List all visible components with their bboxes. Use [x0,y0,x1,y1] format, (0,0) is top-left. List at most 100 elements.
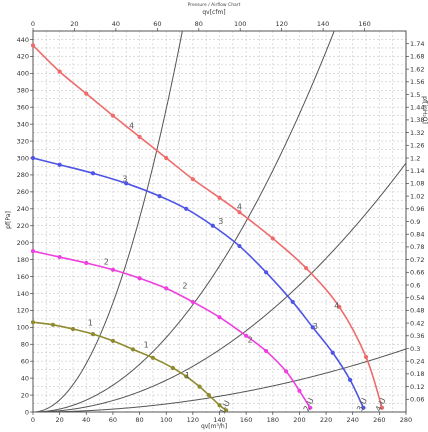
y2-tick-label: 0.06 [410,396,424,404]
data-point [347,377,353,382]
operating-point-label: 1 [144,341,149,350]
y2-tick-label: 1.38 [410,116,424,124]
data-point [170,365,175,371]
data-point [90,171,96,176]
y2-tick-label: 1.2 [410,154,420,162]
x2-tick-label: 160 [358,20,370,28]
data-point [297,388,302,393]
operating-point-label: 3 [313,322,318,331]
data-point [217,403,222,408]
system-curve-line [33,162,406,412]
y2-tick-label: 1.32 [410,129,424,137]
x-tick-label: 40 [82,416,90,424]
data-point [124,181,129,186]
operating-point-label: 4 [129,121,134,130]
y-tick-label: 420 [17,53,29,61]
y2-tick-label: 0.3 [410,345,420,353]
data-point [50,322,56,327]
operating-point-label: 4 [237,203,242,212]
x-tick-label: 180 [267,416,279,424]
y2-tick-label: 1.68 [410,53,424,61]
y2-axis-label: pf[inH₂O] [421,96,428,124]
x2-tick-label: 100 [234,20,246,28]
data-point [30,43,36,48]
data-point [70,326,76,332]
x2-axis-label: qv[cfm] [202,9,225,16]
y2-tick-label: 0.12 [410,383,424,391]
x2-tick-label: 140 [317,20,329,28]
data-point [130,347,136,352]
data-point [137,134,142,139]
data-point [310,325,315,330]
y-tick-label: 100 [17,324,29,332]
y2-tick-label: 1.14 [410,167,424,175]
y2-tick-label: 1.44 [410,104,424,112]
y2-tick-label: 1.26 [410,142,424,150]
x-tick-label: 200 [293,416,305,424]
x2-tick-label: 40 [112,20,120,28]
y-tick-label: 220 [17,222,29,230]
operating-point-label: 3 [218,217,223,226]
y-tick-label: 160 [17,273,29,281]
x-tick-label: 80 [135,416,143,424]
operating-point-label: 4 [334,302,339,311]
data-point [361,405,366,410]
x-tick-label: 120 [187,416,199,424]
y2-tick-label: 0.96 [410,205,424,213]
data-point [137,276,142,281]
x2-tick-label: 60 [153,20,161,28]
x-tick-label: 140 [213,416,225,424]
data-point [84,260,89,266]
y-tick-label: 300 [17,154,29,162]
data-point [224,408,229,413]
y2-tick-label: 0.9 [410,218,420,226]
y-tick-label: 380 [17,87,29,95]
data-point [164,155,169,161]
data-point [290,299,295,305]
fan-curve-line [33,157,365,409]
y-tick-label: 0 [25,408,29,416]
y2-tick-label: 0.72 [410,256,424,264]
operating-point-label: 2 [182,281,187,290]
data-point [237,243,242,249]
data-point [197,384,202,389]
y-tick-label: 140 [17,290,29,298]
operating-point-label: 1 [185,371,190,380]
data-point [244,333,249,338]
data-point [110,113,116,118]
y2-tick-label: 0.42 [410,319,424,327]
x-axis-label: qv[m³/h] [201,423,227,430]
operating-point-label: 2 [104,258,109,267]
data-point [190,299,195,305]
y2-tick-label: 1.5 [410,91,420,99]
data-point [184,374,189,379]
x2-tick-label: 80 [195,20,203,28]
x-tick-label: 260 [373,416,385,424]
data-point [110,267,116,272]
data-point [217,315,222,320]
x2-tick-label: 0 [31,20,35,28]
y2-tick-label: 0.78 [410,243,424,251]
data-point [150,355,155,360]
y-tick-label: 280 [17,171,29,179]
y2-tick-label: 0.24 [410,358,424,366]
data-point [164,286,169,291]
data-point [210,223,215,228]
chart-title: Pressure / Airflow Chart [188,2,241,8]
data-point [307,405,313,410]
x-tick-label: 240 [347,416,359,424]
data-point [363,354,369,360]
y2-tick-label: 1.02 [410,192,424,200]
y-tick-label: 440 [17,36,29,44]
data-point [110,338,116,343]
y-tick-label: 80 [21,341,29,349]
x2-tick-label: 20 [70,20,78,28]
data-point [157,194,162,199]
y2-tick-label: 0.18 [410,370,424,378]
data-point [30,249,36,254]
y-tick-label: 60 [21,358,29,366]
system-curve-line [33,31,335,412]
data-point [270,236,275,241]
y2-tick-label: 1.74 [410,40,424,48]
